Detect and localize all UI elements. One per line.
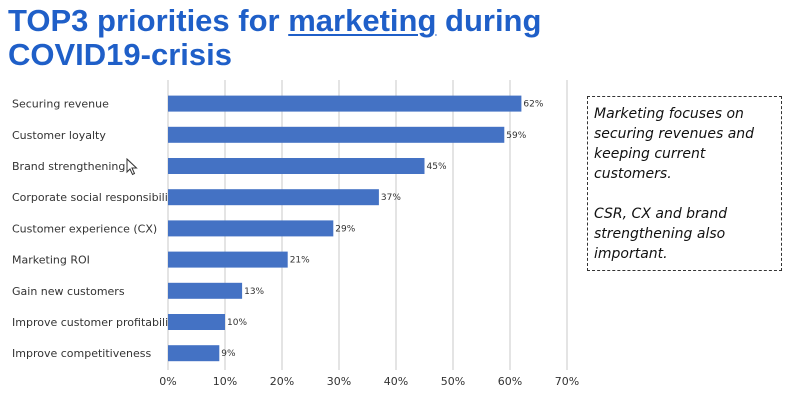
category-label: Improve competitiveness bbox=[12, 347, 151, 360]
x-tick-label: 40% bbox=[384, 375, 408, 388]
x-tick-label: 10% bbox=[213, 375, 237, 388]
annotation-paragraph-2: CSR, CX and brand strengthening also imp… bbox=[594, 206, 728, 262]
data-label: 62% bbox=[523, 100, 543, 110]
x-tick-label: 20% bbox=[270, 375, 294, 388]
title-part-1: TOP3 priorities for bbox=[8, 3, 289, 38]
data-label: 37% bbox=[381, 193, 401, 203]
data-label: 13% bbox=[244, 287, 264, 297]
category-label: Gain new customers bbox=[12, 285, 125, 298]
bar bbox=[168, 251, 288, 268]
data-label: 59% bbox=[506, 131, 526, 141]
x-tick-label: 0% bbox=[159, 375, 176, 388]
category-label: Customer experience (CX) bbox=[12, 222, 157, 235]
title-part-2: during COVID19-crisis bbox=[8, 3, 542, 72]
annotation-paragraph-1: Marketing focuses on securing revenues a… bbox=[594, 106, 755, 182]
x-tick-label: 30% bbox=[327, 375, 351, 388]
category-label: Brand strengthening bbox=[12, 160, 125, 173]
data-label: 9% bbox=[221, 349, 236, 359]
bar bbox=[168, 314, 225, 330]
x-tick-label: 70% bbox=[555, 375, 579, 388]
bar bbox=[168, 158, 425, 174]
bar bbox=[168, 189, 379, 206]
category-label: Improve customer profitability bbox=[12, 316, 179, 329]
bar bbox=[168, 95, 522, 112]
category-label: Customer loyalty bbox=[12, 129, 106, 142]
data-label: 10% bbox=[227, 318, 247, 328]
category-label: Marketing ROI bbox=[12, 254, 90, 267]
mouse-pointer-icon bbox=[126, 158, 138, 176]
bar bbox=[168, 345, 220, 362]
data-label: 45% bbox=[427, 162, 447, 172]
title-underlined-word: marketing bbox=[288, 3, 437, 38]
bar bbox=[168, 126, 505, 143]
x-tick-label: 50% bbox=[441, 375, 465, 388]
category-label: Securing revenue bbox=[12, 98, 109, 111]
data-label: 29% bbox=[335, 224, 355, 234]
category-label: Corporate social responsibility bbox=[12, 191, 179, 204]
bar bbox=[168, 282, 243, 299]
bar-chart: 0% 10% 20% 30% 40% 50% 60% 70% Securing revenue 6… bbox=[12, 80, 579, 388]
data-label: 21% bbox=[290, 256, 310, 266]
page-title: TOP3 priorities for marketing during COV… bbox=[8, 4, 628, 72]
annotation-box: Marketing focuses on securing revenues a… bbox=[587, 96, 782, 271]
x-tick-label: 60% bbox=[498, 375, 522, 388]
bar bbox=[168, 220, 334, 237]
